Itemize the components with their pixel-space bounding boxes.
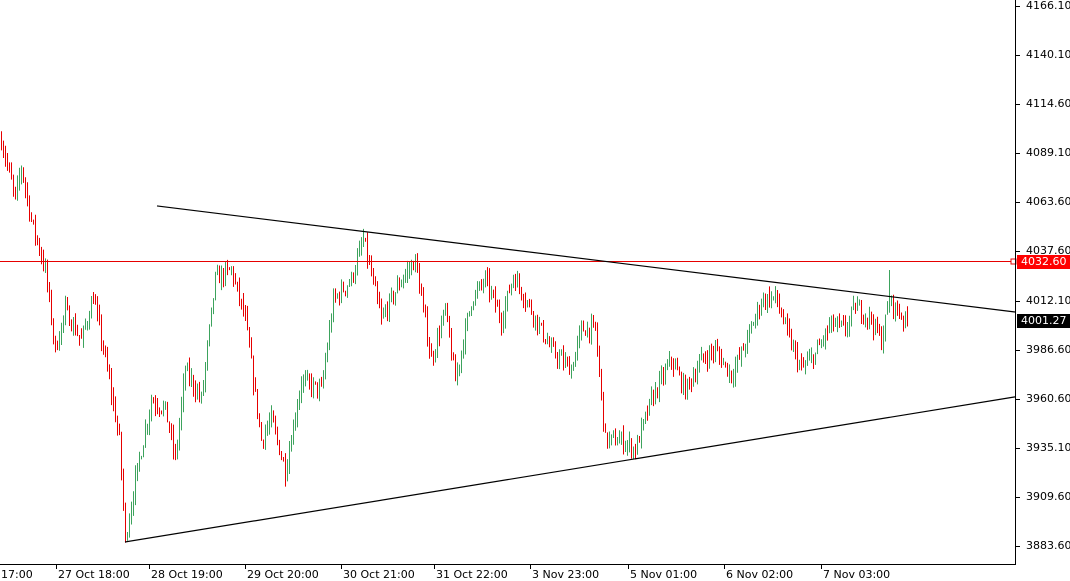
current-price-tag: 4001.27 (1017, 314, 1070, 329)
time-tick-label: 30 Oct 21:00 (343, 568, 415, 581)
lower-trendline (124, 396, 1016, 543)
price-tick-label: 4037.60 (1026, 244, 1070, 258)
time-tick-label: 6 Nov 02:00 (726, 568, 794, 581)
price-tick-label: 4114.60 (1026, 97, 1070, 111)
time-tick-label: 29 Oct 20:00 (247, 568, 319, 581)
time-tick-label: 3 Nov 23:00 (532, 568, 600, 581)
price-tick-label: 4063.60 (1026, 195, 1070, 209)
horizontal-line-price-tag: 4032.60 (1017, 254, 1070, 269)
price-tick-label: 3909.60 (1026, 489, 1070, 503)
time-tick-label: 27 Oct 18:00 (58, 568, 130, 581)
time-tick-label: 28 Oct 19:00 (151, 568, 223, 581)
trendlines-group (124, 205, 1016, 543)
upper-trendline (156, 205, 1016, 313)
price-tick-label: 4140.10 (1026, 48, 1070, 62)
price-tick-label: 3986.60 (1026, 342, 1070, 356)
price-tick-label: 4166.10 (1026, 0, 1070, 12)
axis-ticks (56, 6, 1020, 569)
price-tick-label: 3935.10 (1026, 440, 1070, 454)
time-tick-label: 17:00 (1, 568, 33, 581)
price-tick-label: 3883.60 (1026, 539, 1070, 552)
time-tick-label: 5 Nov 01:00 (630, 568, 698, 581)
time-tick-label: 7 Nov 03:00 (823, 568, 891, 581)
price-tick-label: 4089.10 (1026, 146, 1070, 160)
price-tick-label: 3960.60 (1026, 391, 1070, 405)
price-tick-label: 4012.10 (1026, 293, 1070, 307)
time-tick-label: 31 Oct 22:00 (436, 568, 508, 581)
bars-group (1, 131, 908, 543)
